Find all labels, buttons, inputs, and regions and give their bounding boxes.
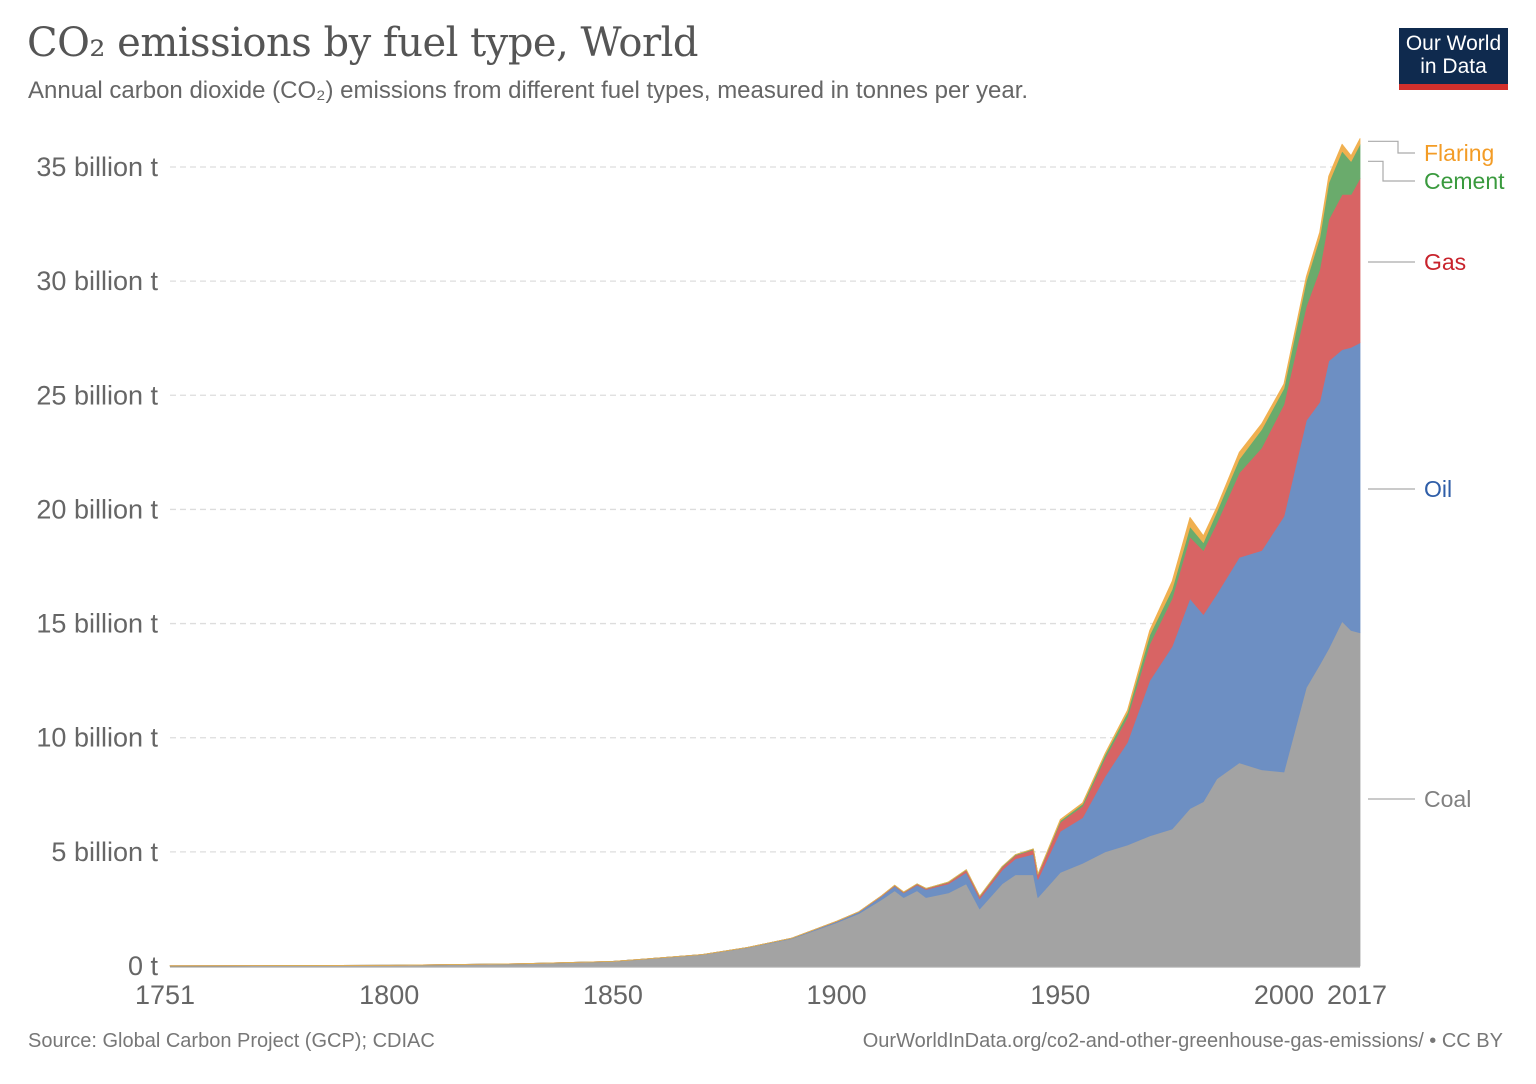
y-axis: 0 t 5 billion t 10 billion t 15 billion t 20… [36, 152, 158, 981]
url-license[interactable]: OurWorldInData.org/co2-and-other-greenho… [862, 1030, 1503, 1052]
y-tick-label: 15 billion t [36, 609, 158, 639]
area-layers [169, 138, 1361, 967]
legend-label-coal[interactable]: Coal [1424, 786, 1471, 812]
chart-subtitle: Annual carbon dioxide (CO₂) emissions fr… [28, 77, 1029, 104]
legend-label-oil[interactable]: Oil [1424, 476, 1452, 502]
legend-label-gas[interactable]: Gas [1424, 249, 1466, 275]
y-tick-label: 25 billion t [36, 380, 158, 410]
legend-connector [1368, 140, 1415, 154]
chart-title: CO₂ emissions by fuel type, World [27, 20, 699, 66]
logo-line-2: in Data [1420, 55, 1487, 78]
legend-label-cement[interactable]: Cement [1424, 168, 1505, 194]
x-tick-label: 1850 [583, 980, 643, 1010]
y-tick-label: 30 billion t [36, 266, 158, 296]
owid-logo[interactable]: Our World in Data [1399, 28, 1508, 90]
x-tick-label: 1800 [359, 980, 419, 1010]
x-axis: 1751 1800 1850 1900 1950 2000 2017 [135, 966, 1387, 1010]
y-tick-label: 0 t [128, 951, 159, 981]
source-note: Source: Global Carbon Project (GCP); CDI… [28, 1030, 435, 1052]
logo-line-1: Our World [1405, 32, 1502, 55]
y-tick-label: 10 billion t [36, 723, 158, 753]
area-flaring[interactable] [169, 138, 1361, 967]
x-tick-label: 1751 [135, 980, 195, 1010]
x-tick-label: 1950 [1030, 980, 1090, 1010]
x-tick-label: 1900 [807, 980, 867, 1010]
y-tick-label: 35 billion t [36, 152, 158, 182]
legend-connector [1368, 160, 1415, 182]
y-tick-label: 20 billion t [36, 494, 158, 524]
x-tick-label: 2000 [1254, 980, 1314, 1010]
legend-label-flaring[interactable]: Flaring [1424, 140, 1494, 166]
y-tick-label: 5 billion t [51, 837, 158, 867]
x-tick-label: 2017 [1327, 980, 1387, 1010]
